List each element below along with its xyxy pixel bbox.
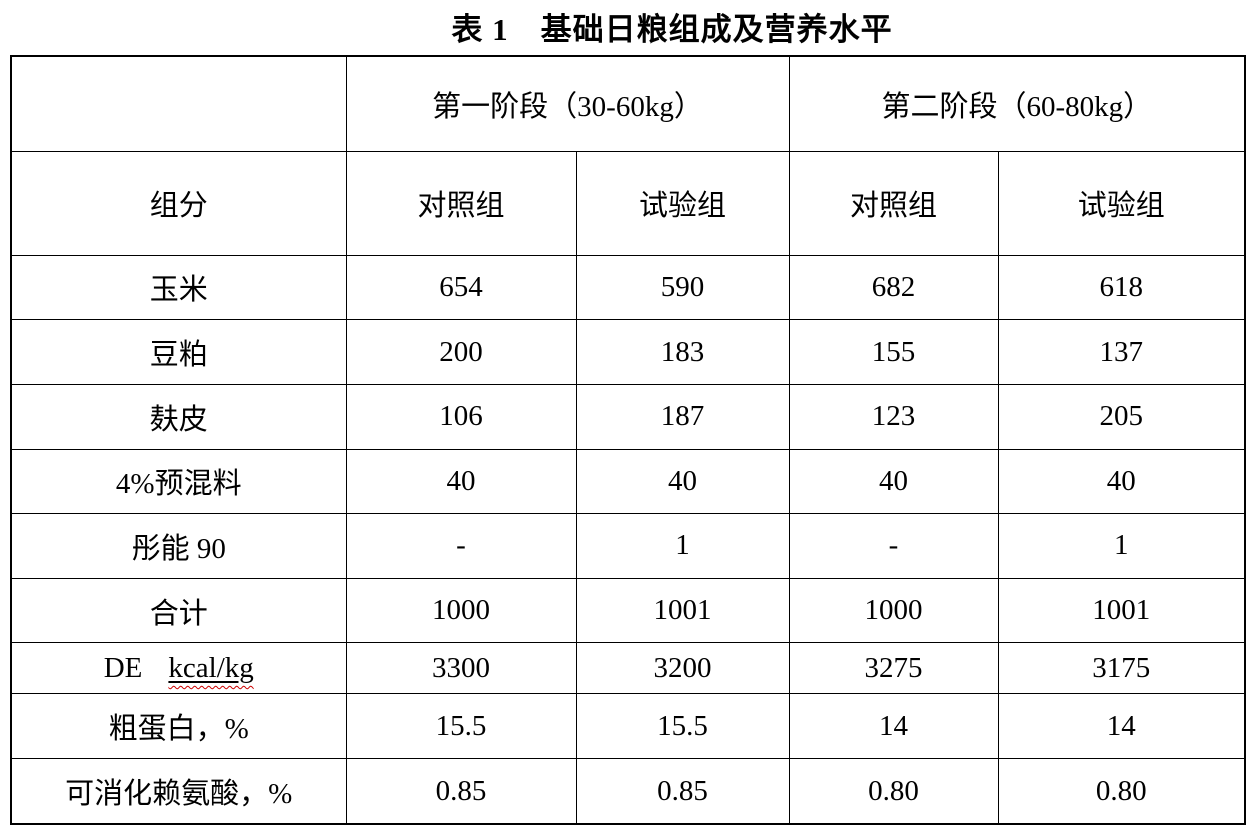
value-cell: 15.5 [575, 693, 790, 760]
value-cell: 200 [345, 319, 577, 385]
table-body: 玉米 654 590 682 618 豆粕 200 183 155 137 麸皮 106 187 123 2… [10, 254, 1246, 825]
value-cell: 3300 [345, 642, 577, 695]
value-cell: 40 [575, 448, 790, 515]
value-cell: 618 [997, 254, 1246, 321]
value-cell: 0.80 [788, 758, 999, 825]
stage2-header-cell: 第二阶段（60-80kg） [788, 55, 1246, 152]
underlined-unit-text: kcal/kg [168, 652, 253, 684]
spellcheck-squiggle-text: kcal/kg [168, 651, 254, 684]
control-group-header-cell-2: 对照组 [788, 150, 999, 256]
row-label-cell: 合计 [10, 577, 347, 644]
value-cell: 0.85 [575, 758, 790, 825]
value-cell: 1 [997, 513, 1246, 579]
value-cell: 123 [788, 383, 999, 450]
value-cell: 106 [345, 383, 577, 450]
value-cell: 40 [345, 448, 577, 515]
value-cell: - [345, 513, 577, 579]
value-cell: 1001 [575, 577, 790, 644]
value-cell: 137 [997, 319, 1246, 385]
component-header-cell: 组分 [10, 150, 347, 256]
table-row: 玉米 654 590 682 618 [10, 254, 1246, 321]
table-row: 麸皮 106 187 123 205 [10, 383, 1246, 450]
table-caption: 表 1 基础日粮组成及营养水平 [451, 12, 893, 47]
value-cell: 0.85 [345, 758, 577, 825]
value-cell: 590 [575, 254, 790, 321]
column-header-row: 组分 对照组 试验组 对照组 试验组 [10, 150, 1246, 256]
table-row: 4%预混料 40 40 40 40 [10, 448, 1246, 515]
row-label-cell: 粗蛋白，% [10, 693, 347, 760]
value-cell: 682 [788, 254, 999, 321]
label-text: DE [103, 651, 143, 684]
row-label-cell: DE kcal/kg [10, 642, 347, 695]
value-cell: 654 [345, 254, 577, 321]
stage-header-row: 第一阶段（30-60kg） 第二阶段（60-80kg） [10, 55, 1246, 152]
value-cell: 1000 [788, 577, 999, 644]
table-row: 可消化赖氨酸，% 0.85 0.85 0.80 0.80 [10, 758, 1246, 825]
value-cell: 14 [997, 693, 1246, 760]
value-cell: 1000 [345, 577, 577, 644]
row-label-cell: 可消化赖氨酸，% [10, 758, 347, 825]
table-row: 粗蛋白，% 15.5 15.5 14 14 [10, 693, 1246, 760]
table-content: 第一阶段（30-60kg） 第二阶段（60-80kg） 组分 对照组 试验组 对… [10, 55, 1246, 256]
row-label-cell: 玉米 [10, 254, 347, 321]
control-group-header-cell-1: 对照组 [345, 150, 577, 256]
table-row: 彤能 90-1-1 [10, 513, 1246, 579]
diet-composition-table: 第一阶段（30-60kg） 第二阶段（60-80kg） 组分 对照组 试验组 对… [10, 55, 1247, 825]
value-cell: 183 [575, 319, 790, 385]
value-cell: 187 [575, 383, 790, 450]
value-cell: 40 [788, 448, 999, 515]
value-cell: 0.80 [997, 758, 1246, 825]
value-cell: 40 [997, 448, 1246, 515]
trial-group-header-cell-1: 试验组 [575, 150, 790, 256]
corner-empty-cell [10, 55, 347, 152]
value-cell: 205 [997, 383, 1246, 450]
row-label-cell: 麸皮 [10, 383, 347, 450]
value-cell: 3175 [997, 642, 1246, 695]
table-row: DE kcal/kg 3300 3200 3275 3175 [10, 642, 1246, 695]
value-cell: 15.5 [345, 693, 577, 760]
row-label-cell: 豆粕 [10, 319, 347, 385]
value-cell: 155 [788, 319, 999, 385]
row-label-cell: 4%预混料 [10, 448, 347, 515]
value-cell: 1001 [997, 577, 1246, 644]
value-cell: 14 [788, 693, 999, 760]
value-cell: 3275 [788, 642, 999, 695]
value-cell: 1 [575, 513, 790, 579]
table-row: 豆粕 200 183 155 137 [10, 319, 1246, 385]
value-cell: 3200 [575, 642, 790, 695]
table-row: 合计 1000 1001 1000 1001 [10, 577, 1246, 644]
row-label-cell: 彤能 90 [10, 513, 347, 579]
trial-group-header-cell-2: 试验组 [997, 150, 1246, 256]
stage1-header-cell: 第一阶段（30-60kg） [345, 55, 790, 152]
value-cell: - [788, 513, 999, 579]
